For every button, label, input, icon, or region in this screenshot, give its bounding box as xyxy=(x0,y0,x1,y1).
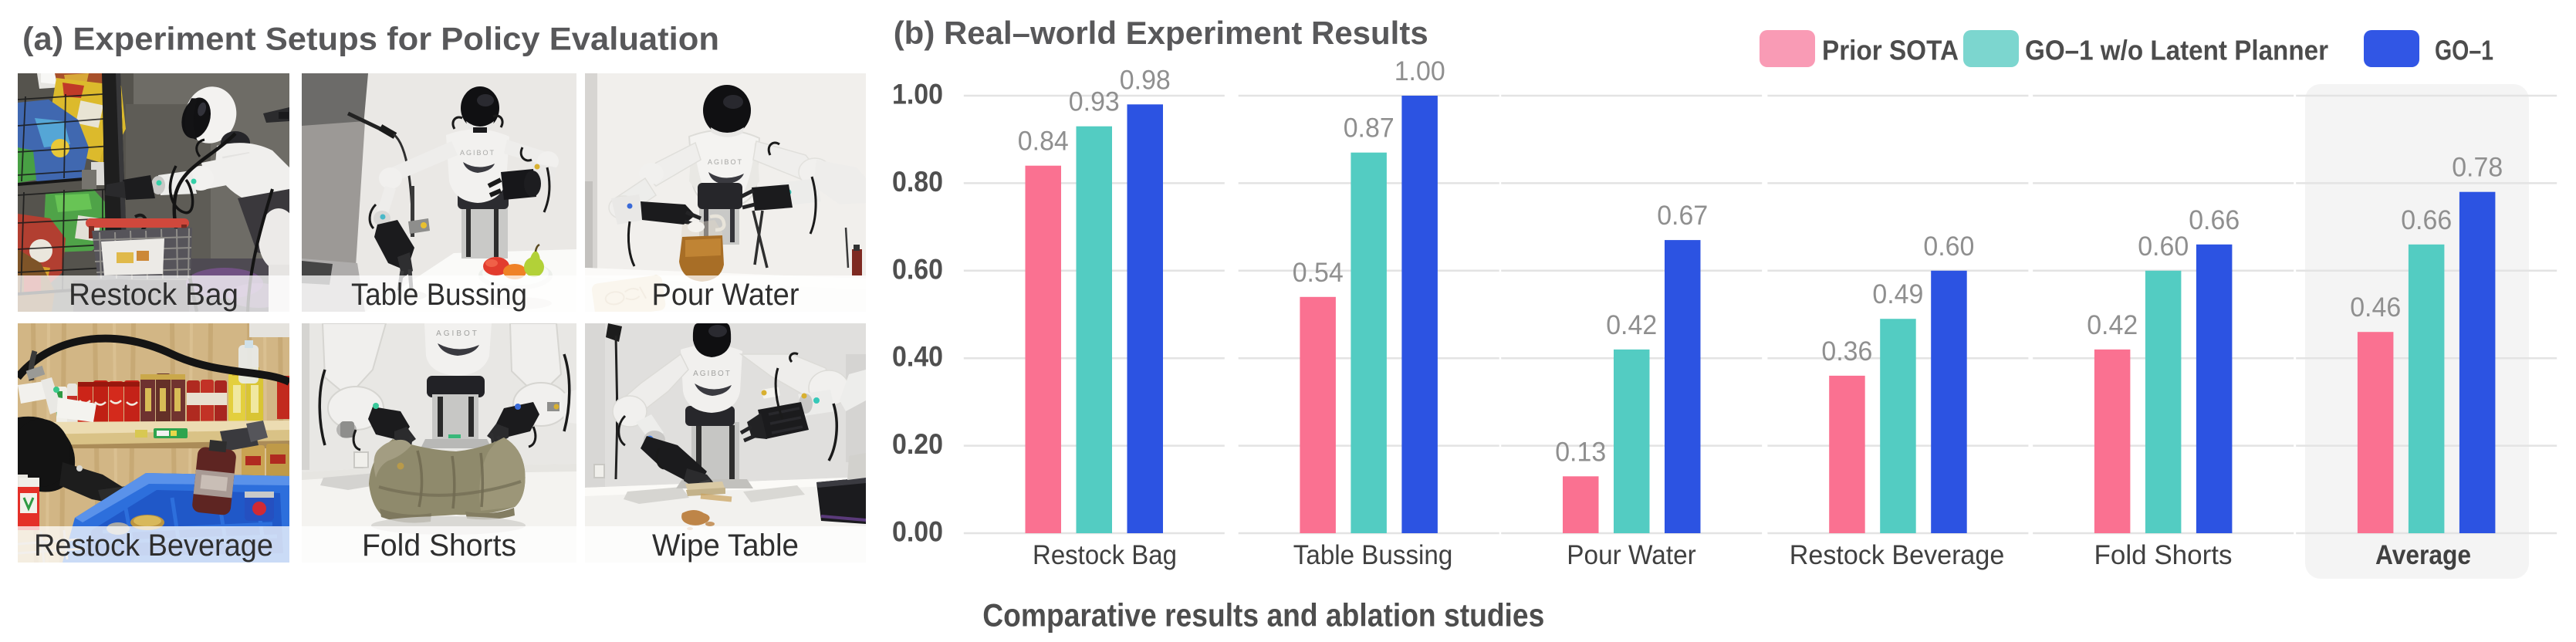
svg-text:Prior SOTA: Prior SOTA xyxy=(1822,35,1959,66)
svg-text:0.20: 0.20 xyxy=(892,428,943,460)
svg-text:0.78: 0.78 xyxy=(2452,153,2503,183)
svg-text:0.84: 0.84 xyxy=(1018,127,1069,157)
svg-text:Restock Beverage: Restock Beverage xyxy=(34,529,273,563)
svg-text:Fold Shorts: Fold Shorts xyxy=(2094,540,2233,570)
svg-text:(a) Experiment Setups for Poli: (a) Experiment Setups for Policy Evaluat… xyxy=(22,21,719,57)
svg-text:0.54: 0.54 xyxy=(1293,258,1344,288)
svg-text:Average: Average xyxy=(2375,540,2471,570)
svg-text:0.46: 0.46 xyxy=(2350,292,2401,323)
svg-text:GO–1 w/o Latent Planner: GO–1 w/o Latent Planner xyxy=(2025,35,2328,66)
svg-text:Fold Shorts: Fold Shorts xyxy=(362,529,516,563)
svg-text:(b) Real–world Experiment Resu: (b) Real–world Experiment Results xyxy=(894,15,1428,51)
svg-text:AGIBOT: AGIBOT xyxy=(460,149,495,157)
svg-text:Table Bussing: Table Bussing xyxy=(1293,540,1453,570)
svg-text:0.80: 0.80 xyxy=(892,166,943,198)
svg-text:0.13: 0.13 xyxy=(1555,437,1606,467)
svg-text:1.00: 1.00 xyxy=(892,79,943,110)
svg-text:0.42: 0.42 xyxy=(1606,310,1657,340)
svg-text:Restock Bag: Restock Bag xyxy=(69,278,238,312)
svg-text:Wipe Table: Wipe Table xyxy=(652,529,799,563)
svg-text:0.36: 0.36 xyxy=(1821,336,1872,367)
svg-text:0.49: 0.49 xyxy=(1872,279,1923,309)
svg-text:Restock Bag: Restock Bag xyxy=(1033,540,1177,570)
svg-text:0.00: 0.00 xyxy=(892,516,943,548)
svg-text:Comparative results and ablati: Comparative results and ablation studies xyxy=(982,596,1544,633)
svg-text:0.60: 0.60 xyxy=(2138,231,2189,262)
svg-text:0.66: 0.66 xyxy=(2401,205,2452,235)
svg-text:0.60: 0.60 xyxy=(1923,231,1974,262)
svg-text:Pour Water: Pour Water xyxy=(1567,540,1696,570)
svg-text:0.66: 0.66 xyxy=(2189,205,2240,235)
svg-text:Restock Beverage: Restock Beverage xyxy=(1790,540,2005,570)
svg-text:0.98: 0.98 xyxy=(1120,65,1171,95)
svg-text:AGIBOT: AGIBOT xyxy=(708,158,743,166)
svg-text:0.40: 0.40 xyxy=(892,341,943,373)
svg-text:0.93: 0.93 xyxy=(1069,87,1120,117)
svg-text:1.00: 1.00 xyxy=(1394,56,1445,86)
svg-text:0.42: 0.42 xyxy=(2087,310,2138,340)
svg-text:0.60: 0.60 xyxy=(892,253,943,285)
svg-text:GO–1: GO–1 xyxy=(2435,35,2493,66)
svg-text:Table Bussing: Table Bussing xyxy=(351,278,527,312)
svg-text:AGIBOT: AGIBOT xyxy=(693,370,732,378)
svg-text:0.87: 0.87 xyxy=(1344,113,1394,144)
svg-text:0.67: 0.67 xyxy=(1657,201,1708,231)
svg-text:Pour Water: Pour Water xyxy=(652,278,800,312)
svg-text:AGIBOT: AGIBOT xyxy=(436,329,479,338)
